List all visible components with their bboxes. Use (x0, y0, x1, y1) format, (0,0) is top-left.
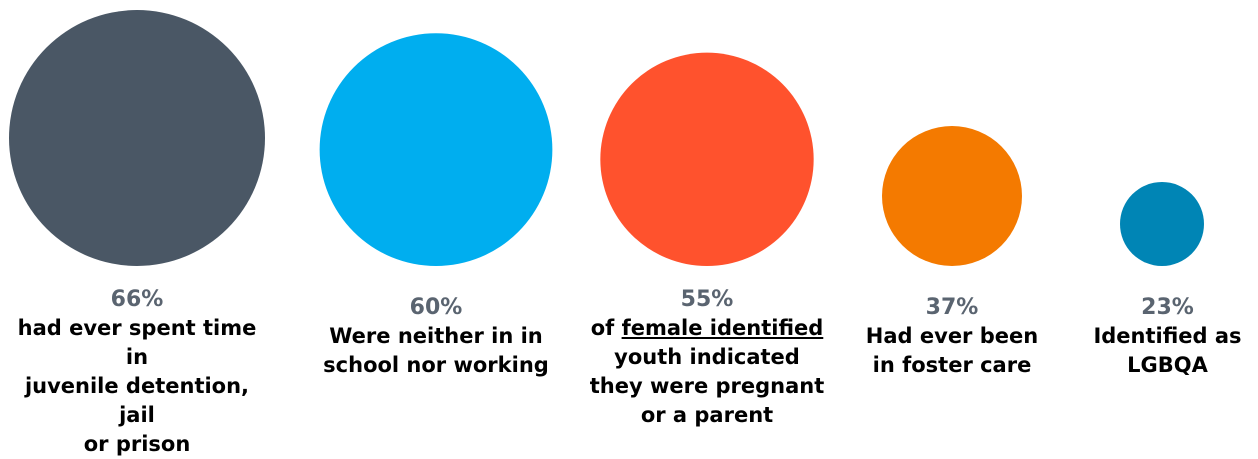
stat-column-4: 23% Identified as LGBQA (1080, 294, 1255, 380)
stat-description-line: school nor working (323, 353, 549, 377)
stat-column-1: 60% Were neither in in school nor workin… (320, 294, 552, 380)
bubble-55-percent (600, 52, 814, 267)
stat-description-line: juvenile detention, jail (24, 374, 250, 427)
stat-description-line: Had ever been (865, 324, 1039, 348)
stat-value-label: 37% (925, 295, 979, 320)
stat-description-line: LGBQA (1127, 353, 1208, 377)
bubble-37-percent (882, 126, 1022, 266)
stat-column-2: 55% of female identified youth indicated… (576, 286, 838, 430)
stat-description-line: had ever spent time in (17, 316, 257, 369)
stat-value-label: 23% (1141, 295, 1194, 320)
bubbles-group (9, 10, 1204, 267)
description-prefix: of (590, 316, 622, 340)
bubble-23-percent (1120, 182, 1204, 266)
stat-description-line: Identified as (1093, 324, 1242, 348)
stat-description-line: Were neither in in (329, 324, 543, 348)
stat-value-label: 55% (680, 287, 734, 312)
stat-description-line: or prison (83, 432, 191, 456)
stat-value-label: 60% (409, 295, 463, 320)
bubble-60-percent (319, 33, 553, 266)
stat-description-line: youth indicated (614, 345, 800, 369)
stat-column-3: 37% Had ever been in foster care (846, 294, 1058, 380)
bubble-66-percent (9, 10, 265, 266)
stat-description-line: in foster care (872, 353, 1032, 377)
stat-description-line: of female identified (576, 314, 838, 343)
stat-column-0: 66% had ever spent time in juvenile dete… (6, 286, 268, 459)
stat-description-line: or a parent (640, 403, 774, 427)
description-underlined: female identified (621, 316, 824, 340)
stat-description-line: they were pregnant (589, 374, 825, 398)
stat-value-label: 66% (110, 287, 164, 312)
